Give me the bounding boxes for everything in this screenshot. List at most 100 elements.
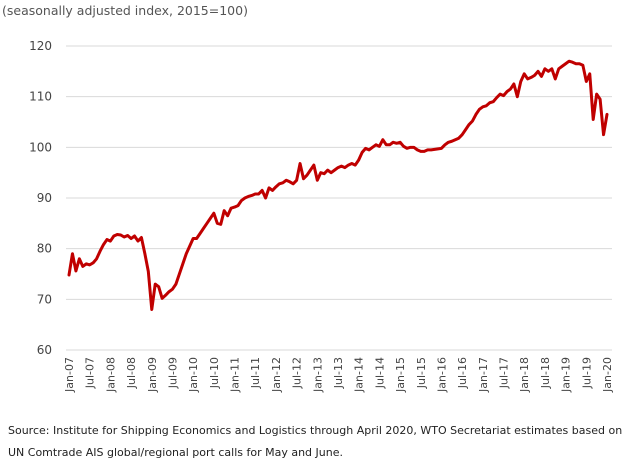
data-point bbox=[578, 62, 581, 65]
data-point bbox=[185, 252, 188, 255]
y-tick-label: 80 bbox=[37, 242, 52, 256]
data-point bbox=[326, 168, 329, 172]
data-point bbox=[602, 133, 605, 136]
data-point bbox=[447, 141, 450, 144]
data-point bbox=[260, 189, 264, 192]
data-point bbox=[274, 185, 278, 189]
data-point bbox=[298, 162, 302, 165]
data-point bbox=[229, 206, 233, 210]
x-tick-label: Jul-07 bbox=[84, 357, 97, 389]
x-tick-label: Jan-11 bbox=[229, 357, 242, 393]
data-point bbox=[502, 94, 505, 97]
data-point bbox=[340, 164, 343, 168]
y-tick-label: 100 bbox=[29, 140, 52, 154]
data-point bbox=[254, 192, 257, 196]
data-point bbox=[143, 252, 147, 255]
x-tick-label: Jul-10 bbox=[208, 357, 221, 389]
data-point bbox=[460, 133, 464, 136]
data-point bbox=[547, 70, 550, 73]
x-tick-label: Jan-10 bbox=[187, 357, 200, 393]
x-tick-label: Jan-18 bbox=[518, 357, 531, 393]
data-point bbox=[581, 64, 585, 67]
data-point bbox=[119, 233, 122, 237]
y-tick-label: 60 bbox=[37, 343, 52, 357]
data-point bbox=[512, 82, 516, 86]
x-tick-label: Jul-19 bbox=[580, 357, 593, 389]
data-point bbox=[498, 92, 502, 96]
data-point bbox=[181, 262, 185, 266]
data-point bbox=[74, 269, 78, 273]
data-point bbox=[164, 294, 167, 297]
data-point bbox=[423, 150, 426, 153]
data-point bbox=[309, 168, 312, 172]
data-point bbox=[226, 214, 229, 217]
data-point bbox=[567, 60, 571, 63]
data-point bbox=[160, 297, 164, 300]
data-point bbox=[105, 238, 109, 241]
data-point bbox=[357, 158, 360, 162]
data-point bbox=[191, 237, 195, 240]
x-tick-label: Jul-16 bbox=[456, 357, 469, 389]
data-point bbox=[509, 87, 512, 91]
y-tick-label: 110 bbox=[29, 90, 52, 104]
data-point bbox=[536, 70, 540, 73]
data-point bbox=[81, 265, 84, 268]
data-point bbox=[374, 143, 378, 146]
y-axis-labels: 60 70 80 90 100 110 120 bbox=[29, 39, 52, 357]
data-point bbox=[395, 142, 398, 145]
data-point bbox=[222, 209, 226, 212]
data-point bbox=[88, 263, 91, 267]
data-point bbox=[364, 147, 367, 150]
gridlines bbox=[66, 45, 612, 351]
data-point bbox=[133, 234, 136, 238]
data-point bbox=[450, 140, 454, 143]
data-point bbox=[467, 123, 471, 126]
data-point bbox=[367, 148, 371, 152]
data-point bbox=[136, 239, 140, 243]
data-point bbox=[443, 143, 447, 146]
data-point bbox=[205, 222, 209, 225]
data-point bbox=[333, 168, 336, 172]
data-point bbox=[550, 67, 554, 71]
x-tick-label: Jul-11 bbox=[249, 357, 262, 389]
data-point bbox=[495, 96, 498, 99]
data-point bbox=[416, 148, 419, 152]
data-point bbox=[198, 232, 202, 235]
data-point bbox=[516, 95, 519, 98]
data-point bbox=[347, 163, 350, 167]
data-point bbox=[433, 148, 436, 151]
data-point bbox=[305, 174, 309, 177]
data-point bbox=[381, 138, 385, 141]
data-point bbox=[564, 62, 567, 65]
data-point bbox=[85, 262, 88, 266]
data-point bbox=[454, 138, 457, 141]
data-point bbox=[257, 192, 260, 196]
x-tick-label: Jan-12 bbox=[270, 357, 283, 393]
data-point bbox=[95, 257, 98, 260]
data-point bbox=[457, 137, 460, 140]
data-point bbox=[571, 61, 574, 64]
data-point bbox=[247, 195, 250, 198]
data-point bbox=[485, 104, 488, 107]
data-point bbox=[371, 146, 374, 149]
x-tick-label: Jul-08 bbox=[125, 357, 138, 389]
data-point bbox=[523, 72, 526, 76]
data-point bbox=[109, 239, 112, 243]
data-point bbox=[440, 147, 443, 150]
data-point bbox=[574, 62, 578, 65]
y-tick-label: 90 bbox=[37, 191, 52, 205]
data-point bbox=[409, 146, 412, 149]
data-point bbox=[91, 261, 95, 265]
x-tick-label: Jan-19 bbox=[560, 357, 573, 393]
data-point bbox=[288, 180, 291, 183]
data-point bbox=[481, 105, 485, 109]
data-point bbox=[267, 186, 271, 190]
x-tick-label: Jan-07 bbox=[63, 357, 76, 393]
data-point bbox=[605, 113, 609, 116]
data-point bbox=[464, 128, 467, 131]
data-point bbox=[560, 65, 564, 68]
data-point bbox=[157, 285, 160, 288]
data-point bbox=[281, 181, 285, 184]
data-point bbox=[329, 171, 333, 174]
data-point bbox=[378, 145, 381, 148]
